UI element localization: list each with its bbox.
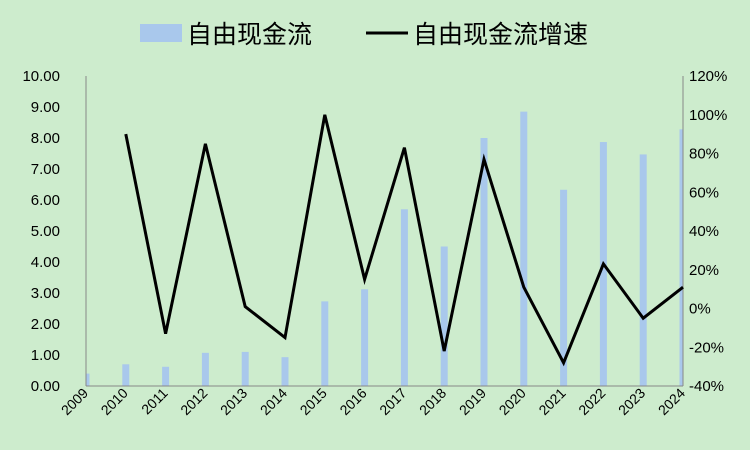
- x-tick-label: 2013: [217, 385, 250, 418]
- y-right-tick-label: 100%: [689, 107, 727, 124]
- bar: [560, 189, 568, 386]
- y-left-tick-label: 3.00: [31, 285, 60, 302]
- bar: [361, 289, 369, 386]
- x-tick-label: 2009: [58, 385, 91, 418]
- y-right-tick-label: 120%: [689, 68, 727, 85]
- y-left-tick-label: 4.00: [31, 254, 60, 271]
- x-tick-label: 2012: [177, 385, 210, 418]
- y-left-tick-label: 6.00: [31, 192, 60, 209]
- x-tick-label: 2023: [615, 385, 648, 418]
- bar: [440, 246, 448, 386]
- y-left-tick-label: 7.00: [31, 161, 60, 178]
- y-right-tick-label: 60%: [689, 184, 719, 201]
- x-tick-label: 2014: [257, 385, 290, 418]
- legend: 自由现金流 自由现金流增速: [140, 20, 588, 49]
- x-tick-label: 2018: [416, 385, 449, 418]
- bar: [321, 301, 329, 386]
- y-left-tick-label: 5.00: [31, 223, 60, 240]
- bar: [122, 364, 130, 386]
- x-tick-label: 2020: [496, 385, 529, 418]
- y-right-tick-label: 40%: [689, 223, 719, 240]
- bar: [201, 352, 209, 386]
- y-right-tick-label: 20%: [689, 262, 719, 279]
- bar: [162, 366, 170, 386]
- y-right-tick-label: 0%: [689, 301, 711, 318]
- bar: [639, 154, 647, 386]
- x-tick-label: 2017: [376, 385, 409, 418]
- bars: [86, 111, 683, 387]
- bar: [679, 129, 683, 386]
- x-tick-label: 2019: [456, 385, 489, 418]
- y-left-tick-label: 1.00: [31, 347, 60, 364]
- y-right-tick-label: 80%: [689, 146, 719, 163]
- bar: [520, 111, 528, 387]
- x-tick-label: 2015: [297, 385, 330, 418]
- y-right-tick-label: -20%: [689, 339, 724, 356]
- bar: [241, 351, 249, 386]
- x-tick-label: 2016: [336, 385, 369, 418]
- legend-bar-swatch: [140, 24, 182, 42]
- y-left-tick-label: 0.00: [31, 378, 60, 395]
- x-tick-label: 2021: [535, 385, 568, 418]
- y-left-tick-label: 2.00: [31, 316, 60, 333]
- y-left-tick-label: 8.00: [31, 130, 60, 147]
- x-tick-label: 2024: [655, 385, 688, 418]
- axes: [85, 76, 684, 387]
- y-left-tick-label: 10.00: [22, 68, 60, 85]
- line-layer: [124, 114, 684, 367]
- bar: [480, 138, 488, 386]
- bar: [86, 373, 90, 386]
- x-tick-label: 2010: [98, 385, 131, 418]
- legend-bar-label: 自由现金流: [187, 20, 312, 49]
- x-tick-label: 2011: [138, 385, 171, 418]
- x-tick-label: 2022: [575, 385, 608, 418]
- bar: [281, 357, 289, 386]
- bar: [400, 209, 408, 386]
- legend-line-label: 自由现金流增速: [413, 20, 588, 49]
- y-right-tick-label: -40%: [689, 378, 724, 395]
- y-left-tick-label: 9.00: [31, 99, 60, 116]
